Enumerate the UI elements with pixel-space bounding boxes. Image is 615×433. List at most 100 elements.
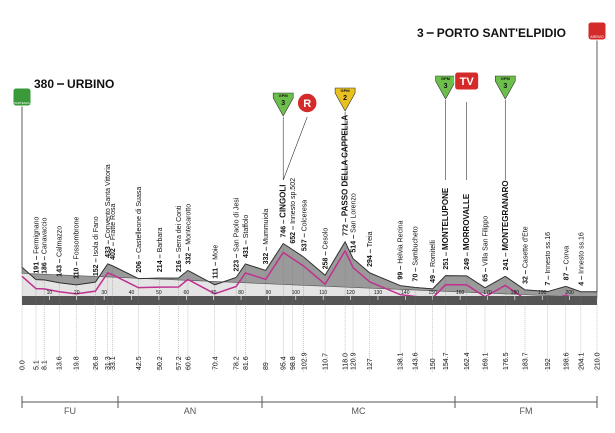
km-label: 81.6 [243, 356, 250, 370]
km-label: 13.6 [57, 356, 64, 370]
waypoint-label: 143 Calmazzo [57, 226, 64, 277]
km-label: 33.1 [110, 356, 117, 370]
km-label: 118.0 [343, 353, 350, 370]
place-name: MONTEGRANARO [501, 180, 510, 250]
place-name: Moie [212, 245, 219, 260]
place-name: MONTELUPONE [441, 187, 450, 250]
waypoint-label: 294 Treia [367, 231, 374, 266]
scale-label: 200 [565, 290, 574, 296]
place-name: Canavaccio [42, 218, 49, 255]
km-label: 5.1 [33, 360, 40, 370]
km-label: 210.0 [595, 352, 602, 370]
place-name: Villa San Filippo [483, 216, 490, 266]
km-label: 162.4 [464, 352, 471, 370]
start-icon [12, 87, 32, 107]
km-label: 0.0 [20, 360, 27, 370]
altitude: 433 [105, 246, 112, 258]
place-name: Calmazzo [57, 226, 64, 257]
altitude: 87 [563, 272, 570, 280]
scale-label: 100 [292, 290, 301, 296]
heading-name: URBINO [67, 77, 114, 91]
altitude: 206 [136, 261, 143, 273]
place-name: Cesolo [323, 228, 330, 250]
finish-icon [587, 21, 607, 41]
sprint-icon [296, 92, 318, 114]
place-name: San Lorenzo [351, 193, 358, 233]
waypoint-label: 4 Innesto ss.16 [578, 232, 585, 286]
gpm-label: GPM [441, 76, 451, 81]
place-name: Montecarotto [185, 204, 192, 245]
waypoint-label: 431 Staffolo [243, 215, 250, 258]
waypoint-label: 537 Colceresa [301, 200, 308, 251]
altitude: 402 [110, 248, 117, 260]
place-name: Convento Santa Vittoria [105, 164, 112, 238]
scale-label: 190 [538, 290, 547, 296]
altitude: 143 [57, 265, 64, 277]
scale-label: 180 [511, 290, 520, 296]
gpm-label: GPM [501, 76, 511, 81]
km-label: 204.1 [578, 352, 585, 370]
place-name: Fermignano [33, 216, 40, 253]
altitude: 70 [413, 274, 420, 282]
km-label: 183.7 [522, 352, 529, 370]
waypoint-label: 332 Montecarotto [185, 204, 192, 265]
scale-label: 120 [346, 290, 355, 296]
km-label: 176.5 [503, 352, 510, 370]
altitude: 49 [430, 275, 437, 283]
altitude: 249 [464, 258, 471, 270]
altitude: 4 [578, 282, 585, 286]
base-band [22, 296, 597, 305]
waypoint-label: 652 Innesto sp.502 [290, 178, 297, 244]
altitude: 99 [398, 272, 405, 280]
place-name: Casette d'Ete [522, 226, 529, 268]
place-name: Serra dei Conti [176, 205, 183, 252]
altitude: 152 [93, 264, 100, 276]
scale-label: 50 [156, 290, 162, 296]
gpm-icon [494, 75, 516, 100]
scale-label: 130 [374, 290, 383, 296]
km-label: 42.5 [136, 356, 143, 370]
waypoint-label: 110 Fossombrone [74, 217, 81, 279]
waypoint-label: 99 Helvia Recina [398, 220, 405, 279]
scale-label: 80 [238, 290, 244, 296]
altitude: 772 [343, 224, 350, 236]
tv-label: TV [460, 76, 475, 88]
heading-name: PORTO SANT'ELPIDIO [437, 26, 566, 40]
km-label: 192 [545, 358, 552, 370]
place-name: Fratte Rosa [110, 204, 117, 241]
altitude: 110 [74, 267, 81, 278]
place-name: San Paolo di Jesi [234, 197, 241, 252]
km-label: 150 [430, 358, 437, 370]
altitude: 251 [443, 258, 450, 270]
province-label: FU [64, 406, 76, 416]
waypoint-label: 258 Cesolo [323, 228, 330, 270]
gpm-label: GPM [279, 93, 289, 98]
scale-label: 70 [211, 290, 217, 296]
start-sign: PARTENZA [14, 101, 30, 105]
scale-label: 40 [129, 290, 135, 296]
waypoint-label: 206 Castelleone di Suasa [136, 187, 143, 273]
waypoint-label: 32 Casette d'Ete [522, 226, 529, 284]
place-name: Treia [367, 231, 374, 247]
scale-label: 30 [101, 290, 107, 296]
km-label: 138.1 [398, 352, 405, 370]
tv-icon [454, 71, 480, 91]
gpm-icon [272, 92, 294, 117]
waypoint-label: 87 Corva [563, 246, 570, 281]
waypoint-label: 241 MONTEGRANARO [501, 180, 510, 270]
waypoint-label: 251 MONTELUPONE [441, 187, 450, 270]
km-label: 70.4 [212, 356, 219, 370]
place-name: MORROVALLE [462, 193, 471, 250]
km-label: 143.6 [413, 352, 420, 370]
place-name: Barbara [157, 227, 164, 252]
place-name: Innesto ss.16 [545, 232, 552, 274]
waypoint-label: 514 San Lorenzo [351, 193, 358, 252]
altitude: 332 [263, 253, 270, 265]
waypoint-label: 70 Sambucheto [413, 226, 420, 281]
altitude: 214 [157, 260, 164, 272]
altitude: 65 [483, 274, 490, 282]
scale-label: 60 [184, 290, 190, 296]
waypoint-label: 191 Fermignano [33, 216, 40, 273]
gpm-icon [435, 75, 456, 100]
waypoint-label: 433 Convento Santa Vittoria [105, 164, 112, 258]
